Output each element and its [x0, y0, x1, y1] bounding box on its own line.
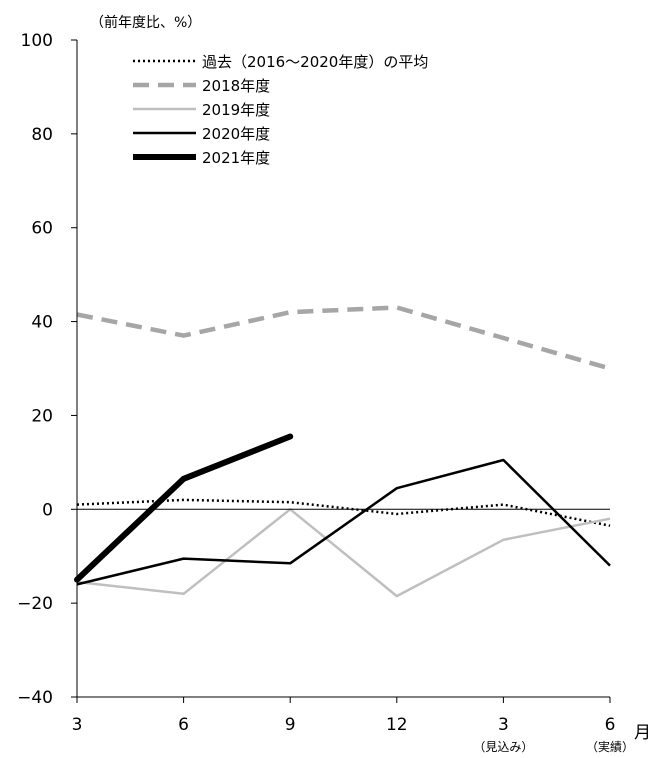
legend: 過去（2016～2020年度）の平均 2018年度 2019年度 2020年度 2021… — [133, 53, 428, 167]
legend-label: 2020年度 — [202, 125, 270, 143]
y-tick-label: 60 — [31, 219, 53, 239]
y-tick-label: 80 — [31, 125, 53, 145]
y-tick-label: 20 — [31, 406, 53, 426]
y-tick-label: 100 — [21, 31, 53, 51]
series-line-3 — [76, 508, 611, 598]
series-line-5 — [74, 433, 294, 583]
legend-label: 過去（2016～2020年度）の平均 — [202, 53, 428, 71]
x-tick-label: 6 — [605, 715, 616, 735]
series-line-1 — [76, 498, 611, 527]
x-unit-label: 月 — [634, 723, 651, 743]
series-line-4 — [76, 458, 611, 586]
series-layer — [74, 305, 611, 598]
legend-label: 2018年度 — [202, 77, 270, 95]
y-tick-label: 0 — [42, 500, 53, 520]
x-tick-label: 6 — [178, 715, 189, 735]
x-tick-label: 3 — [72, 715, 83, 735]
x-tick-note: （見込み） — [473, 740, 533, 754]
x-tick-group: 3 6 9 12 3 （見込み） 6 （実績） — [72, 697, 634, 754]
y-tick-label: −40 — [17, 688, 53, 708]
x-tick-note: （実績） — [586, 739, 634, 754]
y-unit-label: （前年度比、%） — [90, 14, 201, 31]
y-tick-label: −20 — [17, 594, 53, 614]
series-line-2 — [76, 305, 611, 371]
x-tick-label: 12 — [386, 715, 408, 735]
legend-label: 2021年度 — [202, 149, 270, 167]
x-tick-label: 9 — [285, 715, 296, 735]
y-tick-group: −40 −20 0 20 40 60 80 100 — [17, 31, 77, 708]
legend-label: 2019年度 — [202, 101, 270, 119]
y-tick-label: 40 — [31, 313, 53, 333]
x-tick-label: 3 — [498, 715, 509, 735]
